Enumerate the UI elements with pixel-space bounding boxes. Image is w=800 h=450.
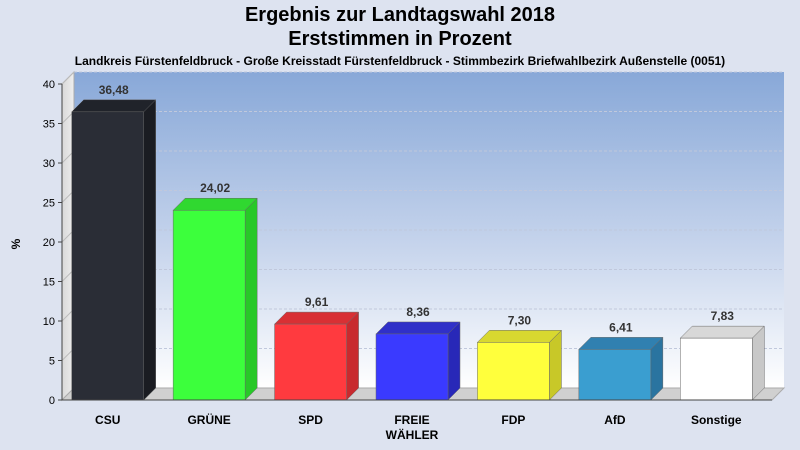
y-tick-label: 5	[49, 356, 55, 368]
bar	[274, 323, 347, 401]
bar-top	[71, 99, 157, 113]
y-axis-title: %	[9, 238, 23, 249]
value-label: 8,36	[406, 305, 430, 319]
x-tick-label: FDP	[501, 413, 525, 427]
value-label: 7,30	[508, 313, 532, 327]
bar-top	[476, 330, 563, 343]
bar-top	[578, 337, 664, 350]
x-tick-label: GRÜNE	[187, 412, 230, 427]
x-tick-label: SPD	[298, 413, 323, 427]
value-label: 6,41	[609, 320, 633, 334]
bar-top	[375, 321, 461, 335]
bar-top	[172, 197, 258, 211]
y-tick-label: 10	[43, 316, 55, 328]
bar-top	[273, 311, 360, 325]
x-tick-label: WÄHLER	[386, 427, 439, 442]
value-label: 24,02	[200, 181, 230, 195]
bar-side	[447, 321, 461, 401]
bar-side	[752, 325, 765, 401]
value-label: 9,61	[305, 295, 329, 309]
bar-side	[244, 197, 258, 401]
y-tick-label: 30	[43, 158, 55, 170]
x-tick-label: AfD	[604, 413, 626, 427]
chart-title: Ergebnis zur Landtagswahl 2018	[244, 4, 556, 26]
y-tick-label: 40	[43, 79, 55, 91]
x-tick-label: FREIE	[394, 413, 429, 427]
chart-subtitle: Landkreis Fürstenfeldbruck - Große Kreis…	[74, 54, 726, 68]
gridline-side	[61, 71, 75, 85]
bar	[477, 342, 550, 401]
y-tick-label: 35	[43, 119, 55, 131]
bar	[578, 349, 652, 401]
y-tick-label: 20	[43, 237, 55, 249]
bar	[680, 337, 753, 401]
bar-side	[143, 99, 156, 401]
bar-side	[346, 311, 359, 401]
x-tick-label: Sonstige	[691, 413, 742, 427]
bar	[172, 209, 246, 401]
x-tick-label: CSU	[95, 413, 120, 427]
y-tick-label: 25	[43, 198, 55, 210]
bar-top	[679, 325, 765, 339]
y-tick-label: 0	[49, 395, 55, 407]
value-label: 7,83	[711, 309, 735, 323]
bar	[375, 333, 449, 401]
bar	[71, 111, 144, 401]
value-label: 36,48	[99, 83, 129, 97]
chart-title-line-2: Erststimmen in Prozent	[288, 28, 512, 50]
y-tick-label: 15	[43, 277, 55, 289]
